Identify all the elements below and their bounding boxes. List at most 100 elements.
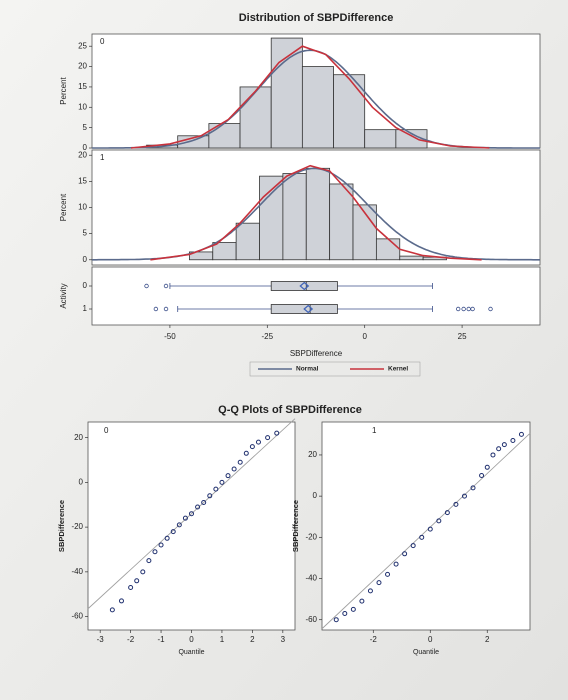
chart-title: Q-Q Plots of SBPDifference bbox=[218, 404, 362, 416]
qq-point bbox=[367, 588, 373, 594]
y-tick-label: -40 bbox=[71, 567, 83, 576]
qq-point bbox=[436, 518, 442, 524]
qq-point bbox=[158, 542, 164, 548]
y-tick-label: -60 bbox=[305, 615, 317, 624]
qq-point bbox=[461, 493, 467, 499]
qq-point bbox=[164, 535, 170, 541]
histogram-bar bbox=[399, 255, 424, 261]
x-tick-label: 3 bbox=[281, 635, 286, 644]
y-tick-label: 20 bbox=[308, 450, 317, 459]
qq-point bbox=[118, 598, 124, 604]
histogram-bar bbox=[364, 129, 397, 149]
y-tick-label: -20 bbox=[71, 522, 83, 531]
histogram-bar bbox=[235, 222, 260, 261]
panel-label: 1 bbox=[372, 426, 377, 435]
x-tick-label: -2 bbox=[370, 635, 378, 644]
qq-point bbox=[219, 479, 225, 485]
plot-frame bbox=[87, 421, 296, 631]
qq-point bbox=[385, 571, 391, 577]
qq-point bbox=[176, 522, 182, 528]
y-tick-label: 20 bbox=[74, 433, 83, 442]
panel-label: 0 bbox=[100, 37, 105, 46]
qq-point bbox=[237, 459, 243, 465]
mean-marker bbox=[303, 304, 314, 314]
outlier bbox=[144, 283, 149, 289]
y-axis-label: Percent bbox=[59, 193, 68, 221]
y-tick-label: 1 bbox=[83, 304, 88, 313]
qq-point bbox=[490, 452, 496, 458]
qq-point bbox=[402, 551, 408, 557]
qq-point bbox=[470, 485, 476, 491]
histogram-bar bbox=[270, 37, 303, 149]
y-tick-label: 10 bbox=[78, 102, 87, 111]
x-tick-label: -1 bbox=[157, 635, 165, 644]
qq-point bbox=[225, 473, 231, 479]
qq-point bbox=[134, 578, 140, 584]
qq-point bbox=[453, 501, 459, 507]
qq-point bbox=[152, 549, 158, 555]
reference-line bbox=[321, 432, 531, 630]
qq-point bbox=[479, 473, 485, 479]
panel-label: 0 bbox=[104, 426, 109, 435]
histogram-bar bbox=[305, 167, 331, 261]
outlier bbox=[488, 306, 493, 312]
x-tick-label: 0 bbox=[362, 332, 367, 341]
y-tick-label: 0 bbox=[83, 255, 88, 264]
qq-point bbox=[359, 598, 365, 604]
histogram-bar bbox=[375, 238, 401, 261]
qq-point bbox=[195, 504, 201, 510]
kernel-curve bbox=[150, 164, 482, 261]
qq-point bbox=[274, 430, 280, 436]
qq-point bbox=[265, 435, 271, 441]
qq-point bbox=[243, 450, 249, 456]
x-tick-label: 2 bbox=[485, 635, 490, 644]
qq-point bbox=[333, 617, 339, 623]
qq-point bbox=[410, 543, 416, 549]
reference-line bbox=[87, 418, 296, 610]
plot-frame bbox=[91, 266, 541, 326]
x-tick-label: -2 bbox=[127, 635, 135, 644]
outlier bbox=[163, 306, 169, 312]
chart-title: Distribution of SBPDifference bbox=[239, 12, 394, 24]
y-tick-label: 25 bbox=[78, 41, 87, 50]
y-axis-label: SBPDifference bbox=[57, 500, 66, 552]
histogram-bar bbox=[208, 123, 241, 149]
y-tick-label: 15 bbox=[78, 82, 87, 91]
outlier bbox=[455, 306, 461, 312]
qq-point bbox=[518, 431, 524, 437]
qq-point bbox=[146, 558, 152, 564]
qq-point bbox=[427, 526, 433, 532]
histogram-bar bbox=[352, 204, 377, 261]
y-tick-label: 15 bbox=[78, 176, 87, 185]
x-tick-label: 25 bbox=[458, 332, 467, 341]
y-tick-label: 0 bbox=[83, 281, 88, 290]
qq-point bbox=[170, 529, 176, 535]
qq-point bbox=[109, 607, 115, 613]
histogram-bar bbox=[282, 173, 307, 261]
outlier bbox=[461, 306, 466, 312]
qq-point bbox=[207, 493, 213, 499]
y-tick-label: 20 bbox=[78, 62, 87, 71]
y-axis-label: SBPDifference bbox=[291, 500, 300, 552]
x-axis-label: SBPDifference bbox=[290, 349, 343, 358]
mean-marker bbox=[299, 281, 310, 291]
panel-label: 1 bbox=[100, 153, 105, 162]
x-tick-label: 1 bbox=[220, 635, 225, 644]
x-tick-label: 2 bbox=[250, 635, 255, 644]
y-tick-label: 0 bbox=[83, 143, 88, 152]
y-tick-label: 5 bbox=[83, 123, 88, 132]
x-tick-label: -25 bbox=[262, 332, 274, 341]
outlier bbox=[163, 283, 169, 289]
histogram-bar bbox=[395, 129, 428, 149]
qq-point bbox=[484, 464, 490, 470]
qq-point bbox=[213, 486, 219, 492]
x-tick-label: -3 bbox=[97, 635, 105, 644]
qq-point bbox=[393, 561, 399, 567]
histogram-bar bbox=[301, 66, 334, 149]
outlier bbox=[153, 306, 159, 312]
plot-frame bbox=[321, 421, 531, 631]
legend-label: Kernel bbox=[388, 366, 408, 373]
y-tick-label: -60 bbox=[71, 612, 83, 621]
kernel-curve bbox=[130, 45, 490, 149]
qq-point bbox=[496, 446, 502, 452]
